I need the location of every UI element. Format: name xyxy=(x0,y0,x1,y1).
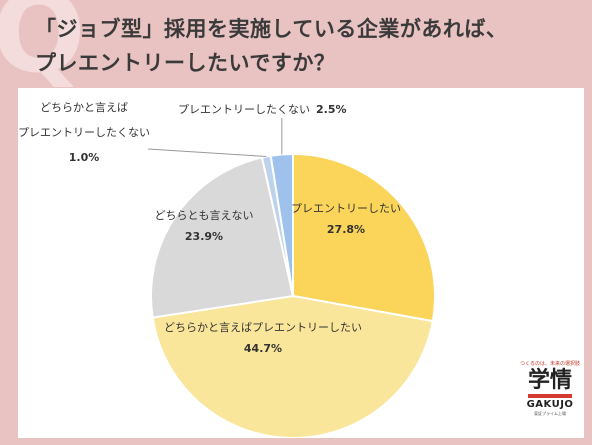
title-line-1: 「ジョブ型」採用を実施している企業があれば、 xyxy=(35,17,508,41)
pie-chart: プレエントリーしたい 27.8% どちらかと言えばプレエントリーしたい 44.7% どち… xyxy=(18,101,436,438)
logo-subtext: 東証プライム上場 xyxy=(534,411,566,416)
chart-panel: プレエントリーしたい 27.8% どちらかと言えばプレエントリーしたい 44.7% どち… xyxy=(18,88,584,438)
slice-4-leader-line xyxy=(147,148,267,158)
pie-slice-1 xyxy=(292,152,436,323)
logo-main-text: 学情 xyxy=(527,368,572,393)
slice-1-label: プレエントリーしたい xyxy=(291,202,401,215)
logo-red-bar xyxy=(528,394,572,398)
pie-slice-3 xyxy=(150,156,295,319)
slice-1-value: 27.8% xyxy=(327,223,365,236)
slice-2-value: 44.7% xyxy=(244,342,282,355)
slice-3-label: どちらとも言えない xyxy=(155,209,254,222)
slice-5-value: 2.5% xyxy=(316,103,347,116)
slice-4-label-line-2: プレエントリーしたくない xyxy=(18,126,150,139)
pie-slice-2 xyxy=(151,294,434,438)
slice-5-label: プレエントリーしたくない xyxy=(178,103,310,116)
logo-english-text: GAKUJO xyxy=(526,399,574,410)
page-title: 「ジョブ型」採用を実施している企業があれば、 プレエントリーしたいですか？ xyxy=(35,12,585,80)
decorative-q-mark: Q xyxy=(0,0,86,97)
slice-4-value: 1.0% xyxy=(69,151,100,164)
logo-tagline: つくるのは、未来の選択肢 xyxy=(520,361,580,367)
gakujo-logo: つくるのは、未来の選択肢 学情 GAKUJO 東証プライム上場 xyxy=(518,360,582,436)
title-line-2: プレエントリーしたいですか？ xyxy=(35,51,336,75)
slice-4-label-line-1: どちらかと言えば xyxy=(40,101,128,114)
slice-3-value: 23.9% xyxy=(185,230,223,243)
slice-2-label: どちらかと言えばプレエントリーしたい xyxy=(164,321,362,334)
